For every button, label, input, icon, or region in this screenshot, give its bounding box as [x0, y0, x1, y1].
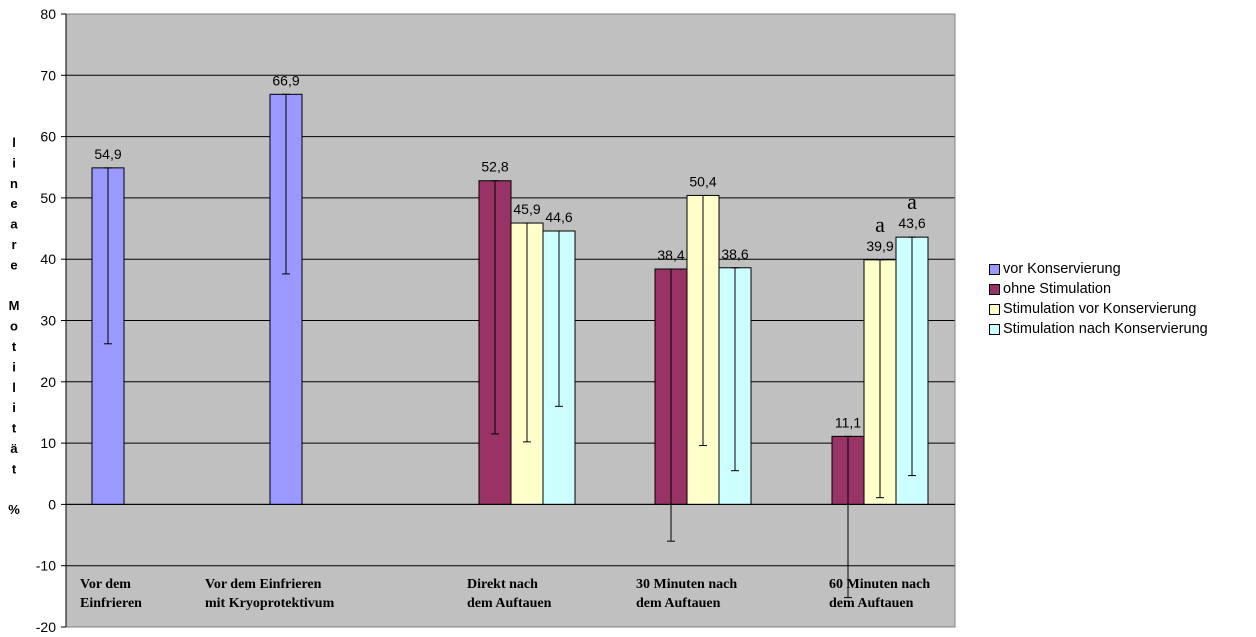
- x-category-label: 60 Minuten nach: [829, 577, 930, 592]
- data-label: 39,9: [866, 238, 893, 254]
- x-category-label: dem Auftauen: [829, 596, 914, 611]
- y-axis-label-char: n: [10, 176, 18, 191]
- data-label: 38,4: [657, 247, 684, 263]
- y-tick-label: -10: [36, 558, 56, 574]
- y-axis-label-char: l: [12, 135, 16, 150]
- x-category-label: dem Auftauen: [636, 596, 721, 611]
- y-tick-label: 20: [40, 374, 56, 390]
- legend-swatch: [989, 263, 1000, 275]
- data-label: 52,8: [481, 159, 508, 175]
- x-category-label: Vor dem Einfrieren: [205, 577, 322, 592]
- y-axis-label-char: t: [12, 421, 17, 436]
- y-tick-label: -20: [36, 619, 56, 635]
- y-tick-label: 40: [40, 251, 56, 267]
- y-axis-label-char: l: [12, 380, 16, 395]
- y-axis-label-char: r: [11, 237, 16, 252]
- x-category-label: Vor dem: [80, 577, 131, 592]
- y-axis-label-char: i: [12, 400, 16, 415]
- legend-item: Stimulation vor Konservierung: [989, 299, 1208, 319]
- x-category-label: 30 Minuten nach: [636, 577, 737, 592]
- legend-swatch: [989, 283, 1000, 295]
- significance-annotation: a: [907, 189, 917, 214]
- legend-label: Stimulation vor Konservierung: [1003, 301, 1197, 317]
- y-tick-label: 70: [40, 67, 56, 83]
- chart-legend: vor Konservierung ohne Stimulation Stimula…: [989, 259, 1208, 339]
- legend-label: ohne Stimulation: [1003, 281, 1112, 297]
- y-axis-label-char: %: [8, 502, 20, 517]
- data-label: 54,9: [94, 146, 121, 162]
- data-label: 50,4: [689, 173, 716, 189]
- x-category-label: mit Kryoprotektivum: [205, 596, 335, 611]
- legend-item: ohne Stimulation: [989, 279, 1208, 299]
- y-axis-label-char: e: [10, 196, 17, 211]
- data-label: 43,6: [898, 215, 925, 231]
- bar-chart: -20-1001020304050607080lineareMotilität%…: [8, 6, 956, 635]
- legend-item: vor Konservierung: [989, 259, 1208, 279]
- y-axis-label-char: o: [10, 319, 18, 334]
- y-tick-label: 60: [40, 129, 56, 145]
- data-label: 44,6: [545, 209, 572, 225]
- y-tick-label: 0: [48, 496, 56, 512]
- y-axis-label-char: i: [12, 155, 16, 170]
- y-tick-label: 10: [40, 435, 56, 451]
- y-axis-label-char: t: [12, 339, 17, 354]
- y-axis-label-char: t: [12, 461, 17, 476]
- y-tick-label: 50: [40, 190, 56, 206]
- y-axis-label-char: i: [12, 359, 16, 374]
- x-category-label: Direkt nach: [467, 577, 538, 592]
- x-category-label: Einfrieren: [80, 596, 142, 611]
- data-label: 66,9: [272, 72, 299, 88]
- y-tick-label: 30: [40, 313, 56, 329]
- data-label: 45,9: [513, 201, 540, 217]
- significance-annotation: a: [875, 212, 885, 237]
- legend-label: Stimulation nach Konservierung: [1003, 321, 1208, 337]
- legend-item: Stimulation nach Konservierung: [989, 319, 1208, 339]
- y-axis-label-char: ä: [10, 441, 18, 456]
- y-axis-label-char: a: [10, 217, 18, 232]
- y-axis-label-char: e: [10, 257, 17, 272]
- legend-label: vor Konservierung: [1003, 261, 1121, 277]
- data-label: 11,1: [835, 414, 861, 430]
- x-category-label: dem Auftauen: [467, 596, 552, 611]
- data-label: 38,6: [721, 246, 748, 262]
- legend-swatch: [989, 323, 1000, 335]
- y-axis-label-char: M: [9, 298, 20, 313]
- legend-swatch: [989, 303, 1000, 315]
- y-tick-label: 80: [40, 6, 56, 22]
